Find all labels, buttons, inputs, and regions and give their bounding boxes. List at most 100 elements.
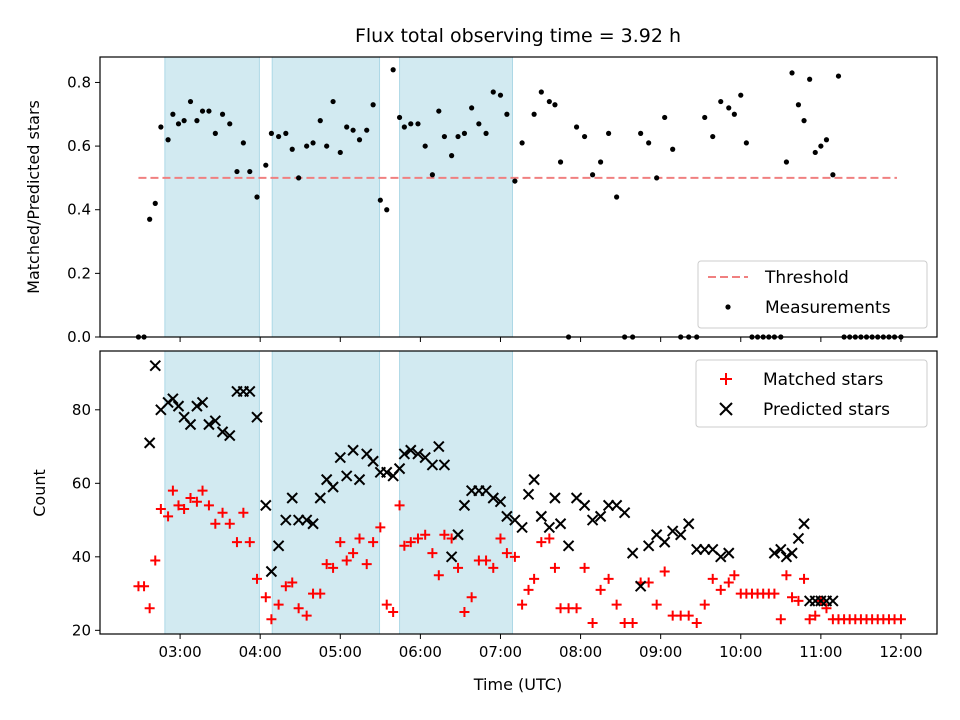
measurement-point — [268, 130, 275, 136]
measurement-point — [415, 121, 421, 127]
predicted-star-point — [780, 551, 793, 563]
measurement-point — [670, 146, 676, 152]
measurement-point — [350, 127, 356, 133]
predicted-legend-swatch — [719, 402, 733, 416]
measurement-point — [731, 111, 737, 117]
measurement-point — [377, 197, 383, 203]
matched-star-point — [587, 617, 598, 628]
predicted-star-point — [265, 565, 278, 578]
predicted-star-point — [528, 473, 540, 486]
measurement-point — [422, 143, 428, 149]
matched-star-point — [729, 570, 740, 581]
measurement-point — [726, 105, 732, 111]
measurement-point — [317, 118, 323, 124]
predicted-star-point — [586, 514, 599, 526]
matched-star-point — [273, 599, 284, 610]
matched-star-point — [821, 603, 832, 614]
measurement-point — [234, 168, 240, 175]
bot-x-tick-label-0: 03:00 — [158, 643, 201, 661]
matched-star-point — [488, 562, 499, 573]
predicted-star-point — [682, 518, 695, 530]
measurement-point — [247, 168, 253, 175]
x-axis-label: Time (UTC) — [473, 675, 562, 694]
predicted-star-point — [149, 359, 161, 372]
bot-x-tick-label-5: 08:00 — [559, 643, 602, 661]
predicted-star-point — [196, 396, 209, 409]
matched-star-point — [173, 500, 184, 511]
matched-star-point — [775, 614, 786, 625]
matched-legend-swatch — [720, 373, 732, 385]
predicted-star-point — [445, 551, 458, 563]
matched-star-point — [348, 548, 359, 559]
predicted-star-point — [334, 451, 346, 464]
measurement-point — [538, 89, 544, 95]
measurement-point — [581, 133, 588, 140]
measurement-point — [390, 67, 396, 73]
predicted-star-point — [260, 499, 272, 512]
measurement-point — [283, 130, 289, 136]
matched-star-point — [381, 599, 392, 610]
predicted-star-point — [549, 492, 561, 504]
top-shaded-interval-2 — [399, 56, 513, 338]
predicted-star-point — [487, 492, 499, 504]
top-y-tick-label-2: 0.4 — [67, 201, 91, 219]
matched-star-point — [509, 551, 520, 562]
predicted-star-point — [438, 459, 451, 471]
predicted-star-point — [554, 518, 567, 530]
predicted-star-point — [792, 532, 805, 545]
matched-star-point — [266, 614, 277, 625]
matched-star-point — [481, 555, 492, 566]
predicted-star-point — [494, 495, 507, 508]
predicted-star-point — [658, 536, 671, 548]
matched-star-point — [651, 599, 662, 610]
measurement-point — [512, 178, 518, 184]
matched-star-point — [810, 610, 821, 621]
measurement-point — [436, 108, 442, 114]
matched-star-point — [659, 566, 670, 577]
predicted-star-point — [775, 543, 787, 556]
predicted-star-point — [280, 514, 292, 526]
predicted-stars-points — [143, 359, 839, 607]
predicted-star-point — [723, 547, 735, 559]
bot-x-tick-label-1: 04:00 — [239, 643, 282, 661]
measurement-point — [310, 140, 316, 146]
predicted-legend-label: Predicted stars — [763, 400, 890, 420]
predicted-star-point — [367, 455, 379, 467]
matched-star-point — [394, 500, 405, 511]
bot-shaded-interval-2 — [399, 350, 513, 635]
predicted-star-point — [224, 429, 236, 442]
measurement-point — [401, 124, 407, 130]
matched-star-point — [466, 592, 477, 603]
measurement-point — [469, 105, 475, 111]
measurement-point — [356, 137, 363, 143]
measurement-point — [461, 130, 468, 136]
measurement-point — [835, 73, 842, 79]
predicted-star-point — [543, 521, 556, 534]
predicted-star-point — [634, 580, 647, 592]
matched-star-point — [224, 518, 235, 529]
matched-star-point — [459, 606, 470, 617]
measurement-point — [531, 111, 537, 117]
bottom-shaded-intervals — [164, 350, 513, 635]
matched-star-point — [388, 606, 399, 617]
matched-star-point — [341, 555, 352, 566]
measurement-point — [743, 140, 749, 146]
top-y-axis-label: Matched/Predicted stars — [24, 100, 43, 294]
matched-star-point — [627, 617, 638, 628]
matched-star-point — [287, 577, 298, 588]
bot-x-tick-label-7: 10:00 — [719, 643, 762, 661]
predicted-star-point — [286, 492, 298, 504]
predicted-star-point — [244, 385, 256, 398]
measurement-point — [490, 89, 496, 95]
matched-star-point — [715, 584, 726, 595]
measurement-point — [801, 118, 807, 124]
measurement-point — [429, 172, 435, 178]
matched-star-point — [139, 581, 150, 592]
matched-star-point — [707, 573, 718, 584]
matched-star-point — [793, 595, 804, 606]
matched-star-point — [328, 562, 339, 573]
matched-star-point — [683, 610, 694, 621]
measurement-point — [795, 102, 802, 108]
matched-star-point — [238, 507, 249, 518]
